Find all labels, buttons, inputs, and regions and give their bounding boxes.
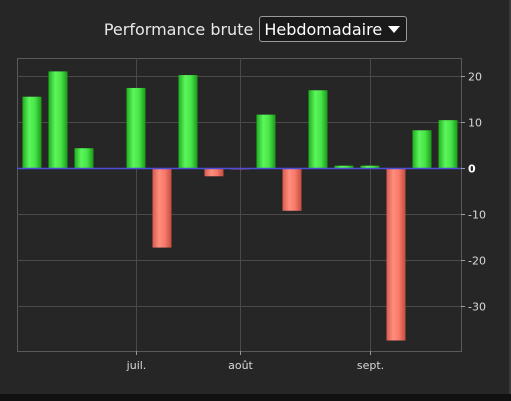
x-tick-label: sept. (357, 359, 384, 372)
chart-title: Performance brute (103, 19, 254, 39)
bottom-border (0, 394, 511, 401)
bar-positive[interactable] (438, 120, 458, 168)
bar-positive[interactable] (126, 87, 146, 168)
y-tick-label: -30 (468, 301, 486, 314)
bar-positive[interactable] (74, 148, 94, 168)
axes: 20 10 0 -10 -20 -30 juil. août sept. (17, 71, 486, 372)
chart-header: Performance brute Hebdomadaire (0, 14, 511, 44)
y-tick-label: -10 (468, 209, 486, 222)
bar-positive[interactable] (334, 165, 354, 168)
bar-negative[interactable] (204, 168, 224, 177)
bar-negative[interactable] (386, 168, 406, 341)
bar-positive[interactable] (412, 130, 432, 168)
bar-negative[interactable] (282, 168, 302, 211)
bar-positive[interactable] (256, 114, 276, 168)
y-tick-label: 10 (468, 117, 482, 130)
x-tick-label: juil. (126, 359, 147, 372)
plot-border (17, 58, 462, 352)
x-tick-label: août (228, 359, 253, 372)
period-dropdown-value: Hebdomadaire (264, 19, 383, 39)
y-tick-label: 0 (468, 163, 476, 176)
bar-negative[interactable] (152, 168, 172, 248)
bar-positive[interactable] (178, 75, 198, 168)
bar-positive[interactable] (308, 90, 328, 168)
y-tick-label: 20 (468, 71, 482, 84)
period-dropdown[interactable]: Hebdomadaire (259, 16, 408, 42)
bars (22, 71, 458, 341)
y-tick-label: -20 (468, 255, 486, 268)
bar-positive[interactable] (22, 96, 42, 168)
bar-positive[interactable] (48, 71, 68, 168)
bar-positive[interactable] (360, 165, 380, 168)
chevron-down-icon (388, 25, 401, 33)
